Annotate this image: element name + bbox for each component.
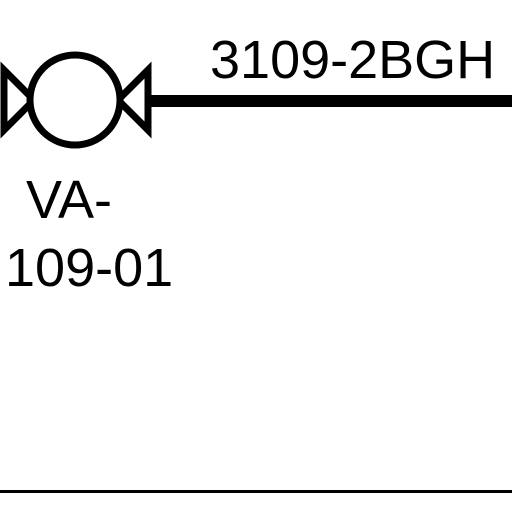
ball-valve-icon[interactable] (0, 51, 152, 149)
valve-ball (26, 51, 124, 149)
valve-left-wing (0, 61, 39, 139)
line-label: 3109-2BGH (210, 30, 495, 90)
bottom-line (0, 490, 512, 493)
valve-tag-line2: 109-01 (5, 238, 173, 298)
valve-tag-line1: VA- (26, 170, 112, 230)
pipe-line (148, 95, 512, 107)
